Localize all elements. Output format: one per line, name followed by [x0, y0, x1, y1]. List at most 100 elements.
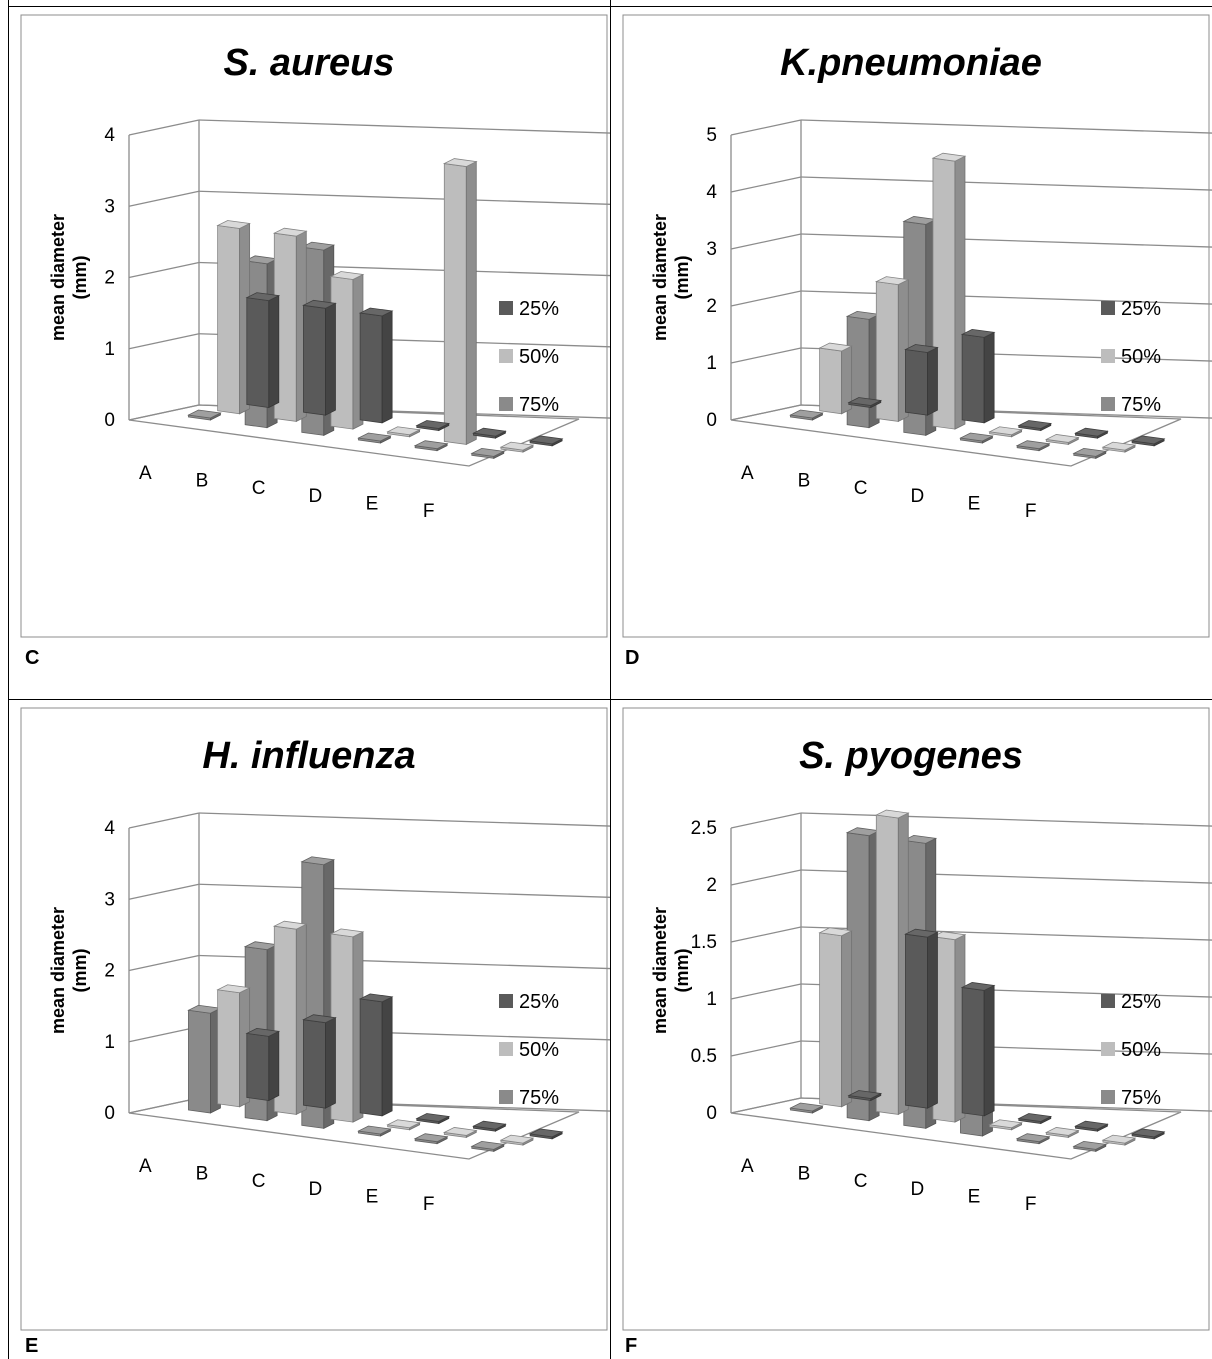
- y-axis-label-line: (mm): [672, 948, 692, 992]
- bar-front-face: [217, 225, 241, 415]
- cell-divider-horizontal: [8, 699, 1212, 700]
- bar: [1015, 440, 1051, 452]
- bar-top-face: [1015, 440, 1051, 450]
- x-tick-label: E: [968, 494, 981, 515]
- gridline: [800, 812, 1212, 827]
- bar: [874, 809, 910, 1116]
- bar-top-face: [187, 409, 222, 419]
- bar: [245, 292, 281, 409]
- bar: [1074, 427, 1109, 439]
- bar-top-face: [358, 993, 394, 1003]
- bar-top-face: [357, 432, 392, 442]
- gridline: [128, 261, 200, 279]
- bar-top-face: [272, 227, 308, 237]
- bar-top-face: [272, 920, 308, 930]
- gridline: [730, 233, 802, 250]
- chart-s-pyogenes: S. pyogenes 0 0.5 1 1.5 2 2.5 mean diameter (mm)…: [622, 707, 1212, 1331]
- chart-title: S. aureus: [223, 42, 394, 84]
- chart-title: K.pneumoniae: [780, 42, 1042, 84]
- legend-swatch: [1101, 1090, 1115, 1104]
- y-tick-label: 1: [706, 989, 717, 1010]
- bar-top-face: [415, 420, 451, 429]
- bar-front-face: [188, 1009, 211, 1114]
- gridline: [800, 176, 1212, 191]
- bar: [1044, 1127, 1080, 1139]
- bar-top-face: [528, 1128, 564, 1138]
- x-tick-label: D: [308, 1179, 322, 1200]
- legend-label: 75%: [519, 394, 559, 416]
- bar: [1044, 434, 1080, 446]
- legend-label: 25%: [1121, 991, 1161, 1013]
- x-tick-label: E: [968, 1187, 981, 1208]
- y-tick-label: 0: [104, 1103, 115, 1124]
- bar-front-face: [875, 814, 899, 1115]
- bar-top-face: [1017, 420, 1053, 429]
- y-axis-label-line: (mm): [70, 948, 90, 992]
- x-tick-label: C: [854, 478, 868, 499]
- legend-swatch: [499, 1042, 513, 1056]
- bar-front-face: [961, 986, 985, 1117]
- bar-top-face: [874, 276, 910, 286]
- bar: [245, 1027, 281, 1102]
- x-tick-label: C: [252, 1171, 266, 1192]
- x-tick-label: E: [366, 1187, 379, 1208]
- legend-swatch: [499, 301, 513, 315]
- bar: [413, 1133, 449, 1145]
- bar-front-face: [819, 347, 843, 415]
- panel-c: S. aureus 0 1 2 3 4 mean diameter (mm) A B C D E F 25%…: [9, 7, 610, 699]
- bar: [1101, 441, 1137, 453]
- y-tick-label: 3: [706, 239, 717, 260]
- bar: [187, 1004, 222, 1114]
- bar-top-face: [302, 299, 337, 309]
- legend-swatch: [1101, 994, 1115, 1008]
- x-tick-label: B: [798, 471, 811, 492]
- bar-top-face: [1017, 1113, 1053, 1122]
- gridline: [800, 233, 1212, 248]
- bar-top-face: [386, 1119, 421, 1129]
- x-tick-label: F: [1025, 1194, 1037, 1215]
- bar: [329, 928, 365, 1123]
- bar-front-face: [359, 998, 383, 1117]
- y-tick-label: 0: [706, 1103, 717, 1124]
- gridline: [730, 290, 802, 307]
- legend-swatch: [499, 1090, 513, 1104]
- outer-border-top: [8, 6, 1212, 7]
- bar-front-face: [443, 163, 467, 445]
- bar-top-face: [1074, 1120, 1109, 1130]
- bar: [1074, 1120, 1109, 1132]
- y-tick-label: 1: [104, 1032, 115, 1053]
- gridline: [198, 812, 610, 827]
- bar: [472, 427, 507, 439]
- bar-side-face: [268, 1030, 280, 1102]
- bar: [442, 158, 478, 446]
- chart-s-aureus: S. aureus 0 1 2 3 4 mean diameter (mm) A B C D E F 25%…: [20, 14, 610, 638]
- bar-top-face: [1130, 1128, 1166, 1138]
- bar: [499, 1134, 535, 1146]
- y-tick-label: 1.5: [691, 932, 717, 953]
- x-tick-label: F: [1025, 501, 1037, 522]
- y-axis-label-line: mean diameter: [650, 214, 670, 341]
- bar: [988, 1119, 1023, 1131]
- bar-front-face: [246, 1032, 270, 1101]
- legend-label: 50%: [519, 346, 559, 368]
- legend-label: 75%: [1121, 394, 1161, 416]
- gridline: [800, 290, 1212, 305]
- x-tick-label: F: [423, 1194, 435, 1215]
- bar-top-face: [960, 328, 996, 338]
- legend-swatch: [1101, 349, 1115, 363]
- bar-top-face: [329, 928, 365, 938]
- x-tick-label: E: [366, 494, 379, 515]
- y-tick-label: 4: [104, 818, 115, 839]
- bar-top-face: [1015, 1133, 1051, 1143]
- y-axis-label: mean diameter (mm): [48, 214, 90, 341]
- bar: [847, 397, 883, 409]
- y-axis-label-line: mean diameter: [48, 907, 68, 1034]
- bar-top-face: [528, 435, 564, 445]
- bar: [818, 342, 853, 415]
- bar-front-face: [905, 349, 928, 416]
- bar-top-face: [902, 834, 938, 844]
- bar-side-face: [325, 1017, 336, 1109]
- legend-label: 50%: [1121, 346, 1161, 368]
- bar-top-face: [216, 984, 251, 994]
